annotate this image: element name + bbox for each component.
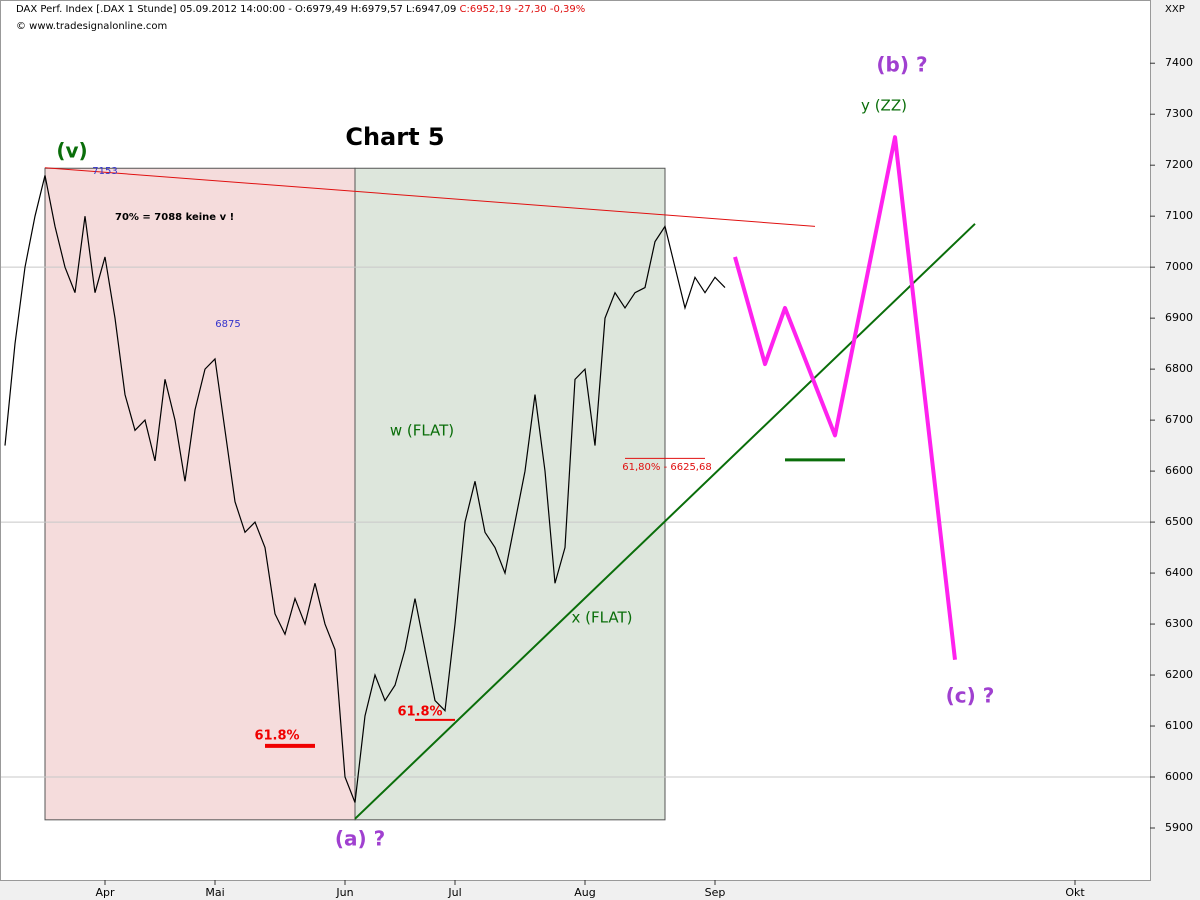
x-tick-label: Aug	[574, 886, 595, 899]
y-tick-label: 7300	[1165, 107, 1193, 120]
y-tick-label: 6600	[1165, 464, 1193, 477]
y-tick-label: 6400	[1165, 566, 1193, 579]
annotation: 70% = 7088 keine v !	[115, 212, 234, 223]
y-tick-label: 6700	[1165, 413, 1193, 426]
x-tick-label: Mai	[205, 886, 224, 899]
header: DAX Perf. Index [.DAX 1 Stunde] 05.09.20…	[16, 4, 585, 15]
region	[354, 167, 666, 821]
price-line	[4, 175, 726, 803]
annotation: (a) ?	[335, 827, 385, 851]
plot-frame	[0, 0, 1151, 881]
annotation: 61.8%	[254, 729, 299, 744]
trend-line	[354, 223, 976, 820]
x-tick-label: Jul	[447, 886, 461, 899]
y-tick-label: 5900	[1165, 821, 1193, 834]
header-text: DAX Perf. Index [.DAX 1 Stunde] 05.09.20…	[16, 4, 456, 15]
x-tick-label: Sep	[705, 886, 726, 899]
x-tick-label: Jun	[335, 886, 353, 899]
trend-line	[44, 167, 816, 227]
annotation: x (FLAT)	[572, 609, 633, 627]
y-tick-label: 6500	[1165, 515, 1193, 528]
annotation: Chart 5	[345, 123, 444, 151]
y-tick-label: 6200	[1165, 668, 1193, 681]
annotation: 61.8%	[397, 705, 442, 720]
header-close: C:6952,19 -27,30 -0,39%	[460, 4, 586, 15]
y-tick-label: 6800	[1165, 362, 1193, 375]
source: © www.tradesignalonline.com	[16, 21, 167, 32]
annotation: w (FLAT)	[390, 422, 454, 440]
corner-label: XXP	[1165, 4, 1185, 15]
annotation: 6875	[215, 319, 240, 330]
annotation: (v)	[56, 139, 87, 163]
x-tick-label: Apr	[95, 886, 115, 899]
annotation: 61,80% - 6625,68	[622, 462, 711, 473]
y-tick-label: 7400	[1165, 56, 1193, 69]
y-tick-label: 6000	[1165, 770, 1193, 783]
y-tick-label: 7200	[1165, 158, 1193, 171]
trend-line	[733, 135, 957, 660]
annotation: (b) ?	[876, 53, 927, 77]
annotation: 7153	[92, 166, 117, 177]
y-tick-label: 6300	[1165, 617, 1193, 630]
y-tick-label: 6100	[1165, 719, 1193, 732]
y-tick-label: 7000	[1165, 260, 1193, 273]
annotation: y (ZZ)	[861, 97, 907, 115]
y-tick-label: 7100	[1165, 209, 1193, 222]
y-tick-label: 6900	[1165, 311, 1193, 324]
x-tick-label: Okt	[1065, 886, 1085, 899]
region	[44, 167, 356, 821]
annotation: (c) ?	[946, 684, 995, 708]
